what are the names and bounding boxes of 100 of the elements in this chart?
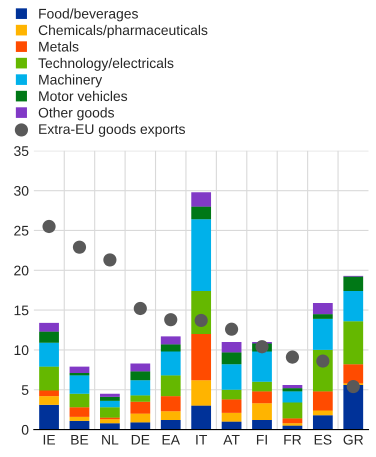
point	[316, 354, 330, 368]
bar	[39, 366, 59, 391]
bar	[160, 352, 181, 376]
bar	[282, 423, 302, 426]
bar	[70, 375, 90, 394]
x-tick-label: ES	[314, 434, 332, 445]
point	[255, 340, 269, 354]
legend-label: Metals	[39, 41, 78, 52]
bar	[160, 375, 181, 396]
legend-label: Machinery	[39, 74, 102, 88]
bar	[70, 420, 90, 430]
x-tick-label: IE	[44, 434, 56, 445]
y-tick-label: 15	[14, 306, 28, 316]
bar	[160, 336, 181, 344]
bar	[222, 390, 242, 400]
bar	[222, 412, 242, 422]
bar	[100, 407, 120, 418]
bar	[282, 391, 302, 402]
y-tick-label: 30	[14, 186, 28, 196]
bar	[130, 395, 150, 402]
bar	[191, 206, 212, 220]
bar	[252, 391, 272, 404]
point	[346, 380, 360, 394]
x-tick-label: EA	[162, 434, 180, 445]
bar	[282, 402, 302, 418]
y-tick-label: 35	[14, 146, 28, 156]
bar	[312, 318, 333, 350]
bar	[191, 334, 212, 380]
y-tick-label: 0	[22, 424, 28, 435]
y-tick-label: 5	[22, 385, 28, 395]
x-tick-label: NL	[102, 434, 118, 445]
bar	[130, 363, 150, 372]
y-tick-label: 10	[14, 345, 28, 356]
bar	[252, 382, 272, 392]
bar	[252, 420, 272, 430]
bar	[39, 390, 59, 396]
bar	[70, 416, 90, 421]
bar	[100, 396, 120, 401]
bar	[130, 414, 150, 422]
bar	[191, 380, 212, 406]
bar	[160, 420, 181, 430]
bar	[312, 302, 333, 314]
bar	[282, 388, 302, 392]
bar	[160, 344, 181, 352]
bar	[222, 352, 242, 364]
x-tick-label: DE	[132, 434, 150, 445]
legend-label: Chemicals/pharmaceuticals	[38, 24, 208, 38]
y-tick-label: 20	[14, 266, 28, 276]
bar	[343, 364, 364, 384]
legend-label: Other goods	[38, 107, 114, 120]
bar	[130, 371, 150, 380]
x-tick-label: AT	[223, 434, 240, 445]
bar	[343, 276, 364, 291]
bar	[312, 391, 333, 410]
bar	[100, 419, 120, 424]
x-tick-label: FI	[256, 434, 267, 445]
point	[224, 322, 238, 336]
bar	[70, 407, 90, 417]
bar	[282, 418, 302, 424]
point	[72, 240, 86, 254]
bar	[70, 366, 90, 374]
x-tick-label: BE	[71, 434, 88, 445]
bar	[39, 332, 59, 343]
bar	[312, 314, 333, 319]
legend-label: Motor vehicles	[39, 90, 128, 102]
bar	[39, 342, 59, 367]
x-tick-label: FR	[284, 434, 302, 445]
bar	[70, 394, 90, 408]
bar	[39, 322, 59, 332]
bar	[343, 290, 364, 322]
legend-label: Extra-EU goods exports	[39, 124, 186, 137]
point	[134, 302, 147, 316]
bar	[191, 219, 212, 291]
bar	[130, 380, 150, 396]
bar	[282, 384, 302, 388]
bar	[39, 404, 59, 430]
bar	[222, 422, 242, 430]
bar	[191, 406, 212, 430]
point	[42, 220, 56, 234]
point	[286, 350, 300, 364]
bar	[252, 352, 272, 382]
bar	[222, 342, 242, 352]
x-tick-label: GR	[344, 434, 364, 445]
point	[164, 313, 178, 326]
bar	[222, 364, 242, 390]
legend-label: Food/beverages	[39, 8, 138, 22]
point	[194, 314, 208, 328]
bar	[252, 403, 272, 420]
x-tick-label: IT	[196, 434, 208, 445]
bar	[130, 402, 150, 414]
bar	[100, 394, 120, 397]
bar	[160, 411, 181, 420]
legend-label: Technology/electricals	[38, 58, 174, 71]
bar	[312, 415, 333, 430]
bar	[343, 321, 364, 364]
y-tick-label: 25	[14, 226, 28, 236]
bar	[100, 423, 120, 430]
bar	[312, 410, 333, 416]
bar	[222, 399, 242, 413]
bar	[39, 396, 59, 405]
